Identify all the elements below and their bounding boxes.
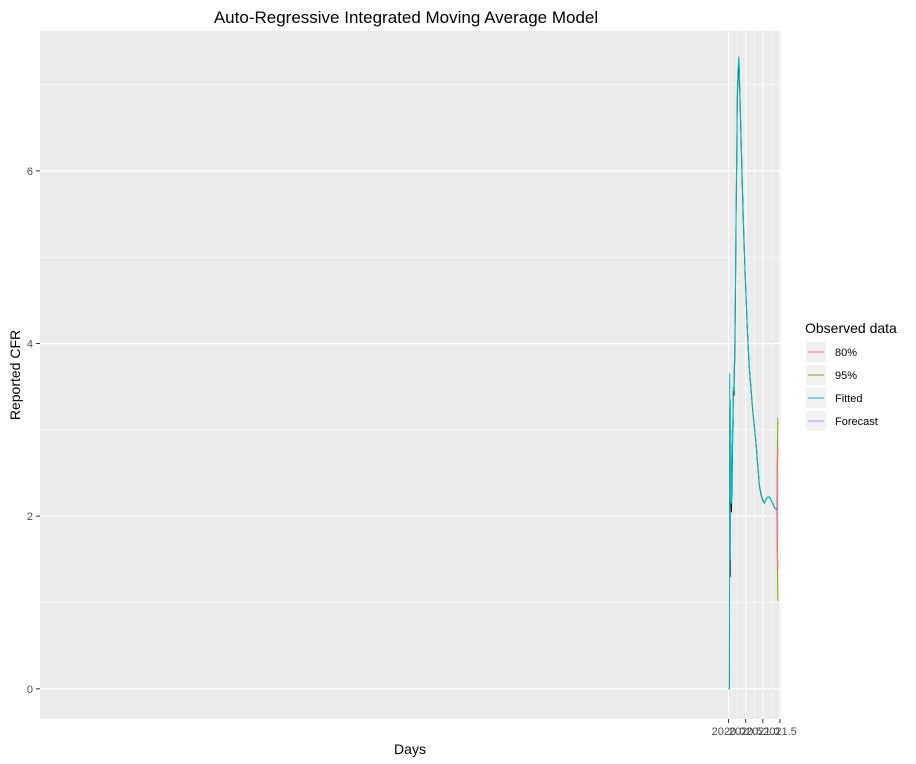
plot-panel xyxy=(40,31,781,719)
x-tick-label: 2020.5 xyxy=(729,726,763,738)
legend-label-95pct: 95% xyxy=(835,370,857,382)
series-line-fitted xyxy=(728,56,778,690)
x-axis-title: Days xyxy=(394,741,426,757)
y-axis-ticks: 0 2 4 6 xyxy=(27,166,40,696)
series-lines xyxy=(728,56,778,690)
x-tick-label: 2020.0 xyxy=(712,726,746,738)
y-tick-label: 2 xyxy=(27,511,33,523)
legend-label-forecast: Forecast xyxy=(835,416,878,428)
legend-label-fitted: Fitted xyxy=(835,393,863,405)
chart-title: Auto-Regressive Integrated Moving Averag… xyxy=(214,8,598,27)
y-tick-label: 6 xyxy=(27,166,33,178)
legend-label-80pct: 80% xyxy=(835,347,857,359)
y-tick-label: 4 xyxy=(27,338,33,350)
x-tick-label: 2021.0 xyxy=(746,726,780,738)
legend: Observed data 80% 95% Fitted Forecast xyxy=(805,320,897,431)
x-tick-label: 2021.5 xyxy=(763,726,797,738)
y-tick-label: 0 xyxy=(27,684,33,696)
legend-title: Observed data xyxy=(805,320,897,336)
grid-lines xyxy=(40,31,781,719)
band-80-upper-line xyxy=(776,448,779,510)
y-axis-title: Reported CFR xyxy=(7,330,23,420)
band-80-lower-line xyxy=(776,509,779,570)
